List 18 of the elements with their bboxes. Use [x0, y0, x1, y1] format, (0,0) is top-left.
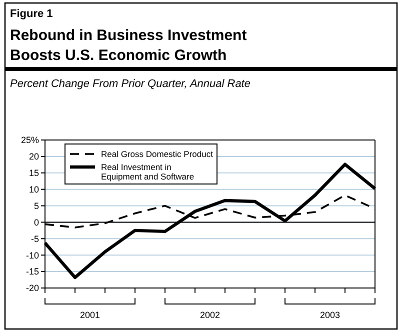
- y-tick-label: -5: [30, 234, 39, 244]
- legend-label: Real Gross Domestic Product: [101, 148, 214, 159]
- text: 2003: [320, 310, 340, 320]
- y-tick-label: 10: [28, 184, 39, 194]
- y-tick-label: 25%: [20, 135, 39, 146]
- text: 2002: [200, 310, 220, 320]
- caption: Figure 1: [10, 8, 53, 20]
- y-tick-label: 20: [28, 152, 39, 162]
- y-tick-label: 0: [34, 217, 39, 228]
- y-tick-label: -10: [26, 250, 39, 260]
- y-tick-label: 15: [28, 168, 39, 178]
- y-tick-label: -15: [26, 266, 39, 277]
- text: 2001: [80, 310, 100, 320]
- chart-title: Rebound in Business Investment Boosts U.S. Economic Growth: [10, 27, 247, 64]
- legend-label: Real Investment in Equipment and Software: [101, 162, 194, 182]
- chart-subtitle: Percent Change From Prior Quarter, Annual Rate: [10, 78, 250, 90]
- y-tick-label: 5: [34, 200, 39, 211]
- y-tick-label: -20: [26, 283, 39, 294]
